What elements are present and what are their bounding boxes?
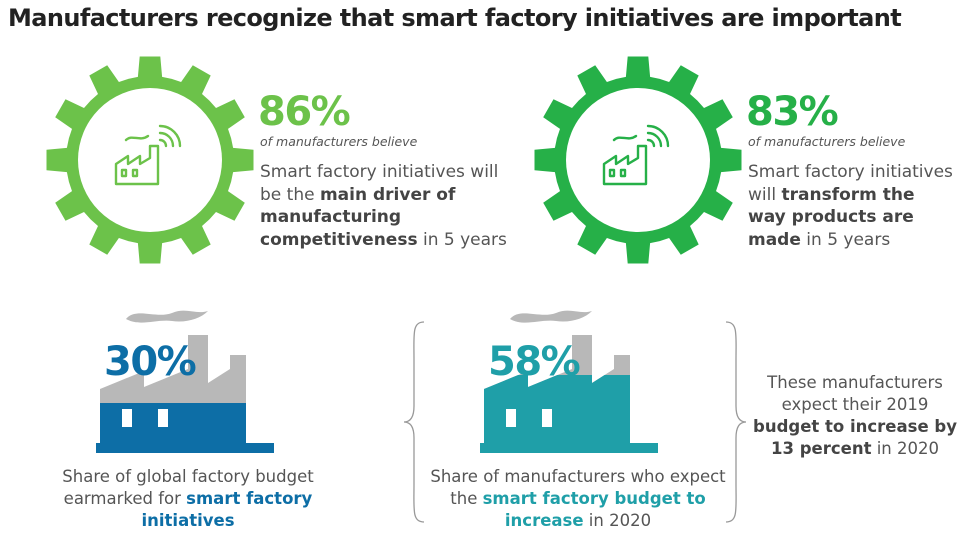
- wifi-arc: [646, 138, 656, 148]
- left-brace: [402, 320, 428, 525]
- caption-highlight: smart factory budget to increase: [482, 489, 706, 530]
- factory-fill-icon: [96, 305, 286, 455]
- gear-icon: [40, 50, 260, 270]
- factory-window: [158, 409, 168, 427]
- description-text: Smart factory initiatives will be the: [260, 162, 499, 205]
- page-title: Manufacturers recognize that smart facto…: [8, 4, 902, 32]
- wifi-arc: [158, 124, 182, 148]
- right-brace: [722, 320, 748, 525]
- gear-hole: [78, 88, 222, 232]
- stat-percent: 86%: [258, 89, 351, 135]
- smoke-cloud: [126, 310, 208, 323]
- description-text: in 5 years: [417, 229, 507, 250]
- stat-description: Smart factory initiatives will transform…: [748, 161, 958, 251]
- side-note: These manufacturers expect their 2019 bu…: [752, 372, 958, 460]
- factory-window: [131, 168, 139, 178]
- stat-percent: 83%: [746, 89, 839, 135]
- factory-window: [542, 409, 552, 427]
- stat-subtitle: of manufacturers believe: [260, 134, 418, 149]
- factory-icon: [600, 120, 670, 190]
- caption-highlight: smart factory initiatives: [141, 489, 313, 530]
- smoke-cloud: [510, 310, 592, 323]
- description-highlight: transform the way products are made: [748, 184, 915, 250]
- factory-window: [608, 168, 616, 178]
- factory-base: [480, 443, 658, 453]
- caption-text: in 2020: [583, 511, 652, 530]
- stat-caption: Share of global factory budget earmarked…: [52, 466, 324, 532]
- description-text: Smart factory initiatives will: [748, 162, 953, 205]
- gear-icon: [528, 50, 748, 270]
- wifi-arc: [646, 124, 670, 148]
- factory-base: [96, 443, 274, 453]
- factory-window: [122, 409, 132, 427]
- wifi-arc: [158, 138, 168, 148]
- factory-outline: [114, 144, 160, 186]
- wifi-arc: [158, 131, 175, 148]
- gear-hole: [566, 88, 710, 232]
- factory-icon: [112, 120, 182, 190]
- stat-subtitle: of manufacturers believe: [748, 134, 906, 149]
- stat-percent: 58%: [488, 339, 581, 385]
- factory-window: [120, 168, 128, 178]
- description-text: in 5 years: [800, 229, 891, 250]
- side-note-text: in 2020: [871, 439, 939, 458]
- factory-window: [619, 168, 627, 178]
- side-note-highlight: budget to increase by 13 percent: [753, 417, 957, 458]
- caption-text: Share of manufacturers who expect the: [430, 467, 726, 508]
- wifi-arc: [646, 131, 663, 148]
- smoke-line: [612, 134, 638, 142]
- stat-caption: Share of manufacturers who expect the sm…: [428, 466, 728, 532]
- factory-window: [506, 409, 516, 427]
- smoke-line: [124, 134, 150, 142]
- description-highlight: main driver of manufacturing competitive…: [260, 184, 456, 250]
- side-note-text: These manufacturers expect their 2019: [767, 373, 943, 414]
- caption-text: Share of global factory budget earmarked…: [62, 467, 314, 508]
- stat-percent: 30%: [104, 339, 197, 385]
- factory-outline: [602, 144, 648, 186]
- stat-description: Smart factory initiatives will be the ma…: [260, 161, 510, 251]
- factory-fill-icon: [480, 305, 670, 455]
